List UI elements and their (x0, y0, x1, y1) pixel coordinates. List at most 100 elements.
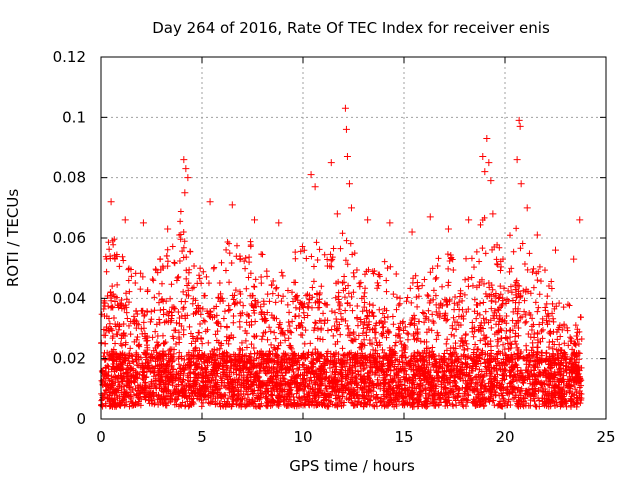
band-marker (515, 324, 522, 331)
band-marker (461, 390, 468, 397)
band-marker (487, 347, 494, 354)
band-marker (413, 294, 420, 301)
band-marker (373, 320, 380, 327)
band-marker (398, 341, 405, 348)
band-marker (119, 253, 126, 260)
band-marker (465, 283, 472, 290)
band-marker (286, 309, 293, 316)
band-marker (140, 325, 147, 332)
band-marker (480, 315, 487, 322)
band-marker (341, 279, 348, 286)
band-marker (372, 334, 379, 341)
band-marker (285, 335, 292, 342)
band-marker (381, 258, 388, 265)
band-marker (110, 241, 117, 248)
band-marker (383, 288, 390, 295)
band-marker (291, 313, 298, 320)
band-marker (444, 336, 451, 343)
band-marker (535, 304, 542, 311)
band-marker (370, 302, 377, 309)
band-marker (405, 331, 412, 338)
band-marker (521, 355, 528, 362)
band-marker (120, 257, 127, 264)
band-marker (275, 324, 282, 331)
band-marker (318, 326, 325, 333)
band-marker (468, 274, 475, 281)
band-marker (384, 265, 391, 272)
band-marker (127, 345, 134, 352)
band-marker (310, 263, 317, 270)
band-marker (266, 324, 273, 331)
band-marker (275, 292, 282, 299)
band-marker (246, 322, 253, 329)
band-marker (520, 287, 527, 294)
band-marker (537, 278, 544, 285)
band-marker (450, 314, 457, 321)
band-marker (210, 393, 217, 400)
band-marker (492, 298, 499, 305)
band-marker (318, 283, 325, 290)
band-marker (300, 362, 307, 369)
band-marker (381, 319, 388, 326)
band-marker (489, 286, 496, 293)
band-marker (435, 332, 442, 339)
band-marker (165, 312, 172, 319)
band-marker (573, 333, 580, 340)
band-marker (326, 365, 333, 372)
band-marker (243, 319, 250, 326)
band-marker (230, 313, 237, 320)
band-marker (242, 265, 249, 272)
band-marker (470, 264, 477, 271)
band-marker (156, 299, 163, 306)
band-marker (278, 298, 285, 305)
band-marker (302, 327, 309, 334)
band-marker (454, 301, 461, 308)
band-marker (342, 307, 349, 314)
band-marker (462, 276, 469, 283)
band-marker (345, 290, 352, 297)
band-marker (158, 280, 165, 287)
band-marker (343, 237, 350, 244)
band-marker (143, 342, 150, 349)
band-marker (250, 345, 257, 352)
band-marker (389, 313, 396, 320)
band-marker (503, 327, 510, 334)
band-marker (187, 330, 194, 337)
band-marker (210, 398, 217, 405)
band-marker (529, 315, 536, 322)
band-marker (210, 305, 217, 312)
band-marker (114, 331, 121, 338)
band-marker (421, 310, 428, 317)
band-marker (98, 367, 105, 374)
band-marker (463, 403, 470, 410)
band-marker (237, 299, 244, 306)
band-marker (118, 335, 125, 342)
band-marker (228, 260, 235, 267)
x-axis-label: GPS time / hours (289, 457, 415, 475)
band-marker (314, 325, 321, 332)
band-marker (461, 291, 468, 298)
band-marker (263, 268, 270, 275)
band-marker (515, 332, 522, 339)
band-marker (268, 312, 275, 319)
band-marker (414, 303, 421, 310)
band-marker (300, 309, 307, 316)
band-marker (353, 267, 360, 274)
band-marker (544, 321, 551, 328)
band-marker (532, 299, 539, 306)
band-marker (268, 281, 275, 288)
band-marker (349, 307, 356, 314)
band-marker (522, 395, 529, 402)
band-marker (572, 386, 579, 393)
band-marker (513, 225, 520, 232)
band-marker (508, 289, 515, 296)
band-marker (342, 257, 349, 264)
band-marker (168, 281, 175, 288)
band-marker (230, 319, 237, 326)
band-marker (359, 330, 366, 337)
band-marker (158, 297, 165, 304)
band-marker (356, 280, 363, 287)
band-marker (564, 301, 571, 308)
band-marker (384, 313, 391, 320)
band-marker (356, 283, 363, 290)
